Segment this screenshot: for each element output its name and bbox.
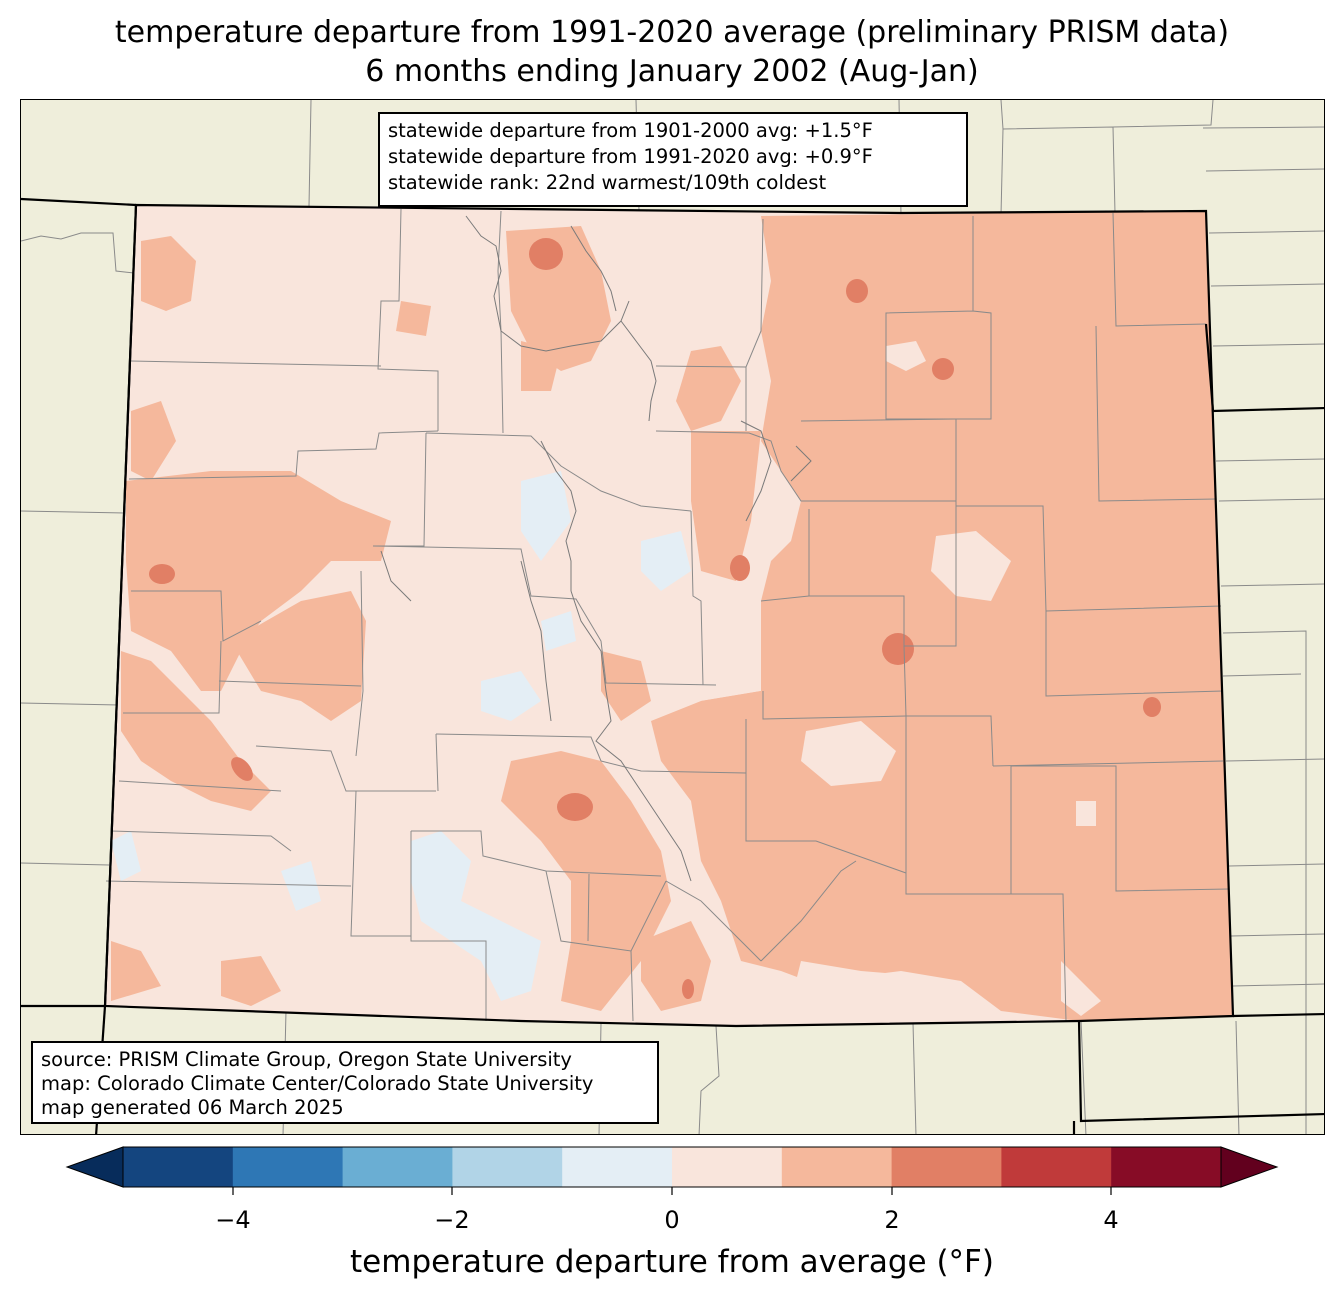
- colorbar-tick-label: 2: [884, 1206, 900, 1234]
- colorbar-ticks: [232, 1187, 1112, 1195]
- colorbar: [65, 1146, 1279, 1195]
- anomaly-neg1-to-0: [111, 471, 691, 1001]
- colorbar-cells: [123, 1147, 1222, 1187]
- generated-date-line: map generated 06 March 2025: [41, 1096, 344, 1119]
- colorbar-cell: [1111, 1147, 1222, 1187]
- colorbar-cell: [1001, 1147, 1112, 1187]
- colorbar-cell: [891, 1147, 1002, 1187]
- source-box: source: PRISM Climate Group, Oregon Stat…: [31, 1041, 659, 1124]
- colorbar-tick-label: 0: [664, 1206, 680, 1234]
- colorbar-tick-label: −2: [434, 1206, 470, 1234]
- map-panel: [20, 99, 1325, 1135]
- colorbar-over-arrow: [1220, 1146, 1279, 1188]
- stats-line-rank: statewide rank: 22nd warmest/109th colde…: [388, 171, 827, 194]
- anomaly-2-to-3: [149, 238, 1161, 999]
- colorado-map: [21, 100, 1324, 1134]
- map-credit-line: map: Colorado Climate Center/Colorado St…: [41, 1072, 594, 1095]
- colorbar-cell: [232, 1147, 344, 1187]
- source-line: source: PRISM Climate Group, Oregon Stat…: [41, 1048, 572, 1071]
- colorbar-cell: [562, 1147, 673, 1187]
- colorbar-tick-label: 4: [1103, 1206, 1119, 1234]
- colorbar-cell: [672, 1147, 783, 1187]
- colorbar-cell: [781, 1147, 893, 1187]
- stats-line-1991-2020: statewide departure from 1991-2020 avg: …: [388, 145, 873, 168]
- colorbar-cell: [123, 1147, 234, 1187]
- stats-line-1901-2000: statewide departure from 1901-2000 avg: …: [388, 119, 873, 142]
- colorbar-label: temperature departure from average (°F): [350, 1244, 994, 1280]
- county-lines: [105, 208, 1230, 1022]
- basin-lines: [380, 215, 812, 882]
- colorbar-tick-label: −4: [215, 1206, 251, 1234]
- colorbar-under-arrow: [65, 1146, 124, 1188]
- map-title: temperature departure from 1991-2020 ave…: [114, 15, 1230, 50]
- colorbar-cell: [342, 1147, 453, 1187]
- anomaly-0-to-1-patches: [791, 341, 1101, 1021]
- statewide-stats-box: statewide departure from 1901-2000 avg: …: [378, 112, 968, 207]
- map-subtitle: 6 months ending January 2002 (Aug-Jan): [365, 54, 979, 89]
- colorbar-cell: [452, 1147, 563, 1187]
